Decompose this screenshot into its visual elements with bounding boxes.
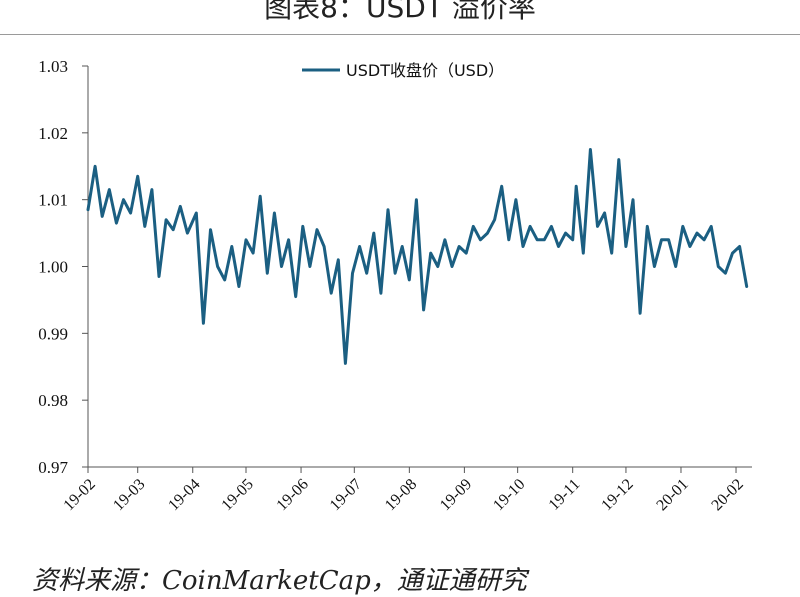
title-divider [0,34,800,35]
x-tick-label: 19-07 [327,476,365,514]
x-tick-label: 19-11 [546,476,584,514]
series-line-usdt [86,148,749,365]
legend-label: USDT收盘价（USD） [346,61,504,80]
x-tick-label: 19-06 [273,476,311,514]
x-tick-label: 20-01 [653,476,691,514]
y-axis: 0.97 0.98 0.99 1.00 1.01 1.02 1.03 [38,57,89,477]
x-tick-label: 19-10 [490,476,528,514]
x-tick-label: 19-12 [598,476,636,514]
y-tick-label: 1.03 [38,57,68,76]
y-tick-label: 1.01 [38,191,68,210]
source-note: 资料来源：CoinMarketCap，通证通研究 [32,566,527,596]
y-tick-label: 0.98 [38,391,68,410]
y-tick-label: 1.02 [38,124,68,143]
x-tick-label: 19-03 [110,476,148,514]
x-tick-label: 19-09 [437,476,475,514]
x-axis: 19-02 19-03 19-04 19-05 19-06 19-07 19-08 19-09… [60,466,752,514]
x-tick-label: 19-04 [165,476,203,514]
x-tick-label: 19-08 [382,476,420,514]
y-tick-label: 0.99 [38,324,68,343]
x-tick-label: 19-02 [60,476,98,514]
line-chart: 0.970.980.991.001.011.021.03 19-02 19-03 1… [38,57,752,514]
series-layer [86,148,749,365]
y-tick-label: 0.97 [38,458,68,477]
legend: USDT收盘价（USD） [302,61,504,80]
page-title: 图表8：USDT 溢价率 [264,0,536,24]
x-tick-label: 20-02 [708,476,746,514]
y-tick-label: 1.00 [38,258,68,277]
x-tick-label: 19-05 [218,476,256,514]
